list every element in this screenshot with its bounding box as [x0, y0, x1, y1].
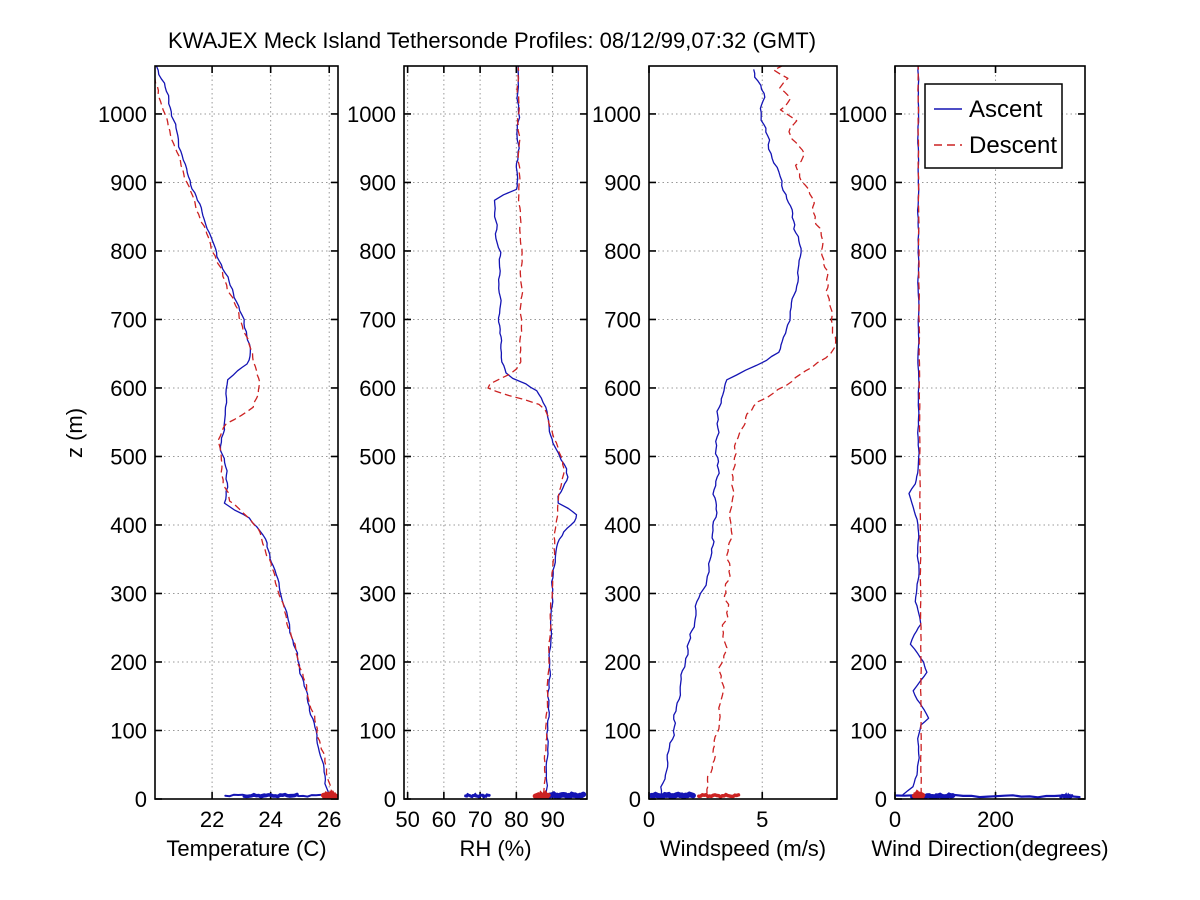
- y-tick-label: 200: [359, 650, 396, 675]
- x-tick-label: 26: [317, 807, 341, 832]
- x-tick-label: 0: [643, 807, 655, 832]
- y-tick-label: 0: [629, 787, 641, 812]
- y-tick-label: 600: [850, 376, 887, 401]
- y-tick-label: 500: [359, 444, 396, 469]
- y-tick-label: 500: [850, 444, 887, 469]
- panel-3: 0 200 0 100 200 300 400 500 600 700 800 900 1000 Wind…: [838, 65, 1109, 861]
- y-tick-label: 1000: [592, 102, 641, 127]
- panel-0: 22 24 26 0 100 200 300 400 500 600 700 800 900 1000 Te…: [98, 65, 341, 861]
- y-tick-label: 700: [359, 307, 396, 332]
- series-ascent-path: [660, 69, 802, 795]
- y-tick-label: 500: [604, 444, 641, 469]
- x-tick-label: 0: [889, 807, 901, 832]
- x-tick-label: 22: [200, 807, 224, 832]
- y-tick-label: 300: [604, 581, 641, 606]
- x-tick-label: 70: [468, 807, 492, 832]
- axes-border: [403, 65, 588, 800]
- series-ascent-path: [902, 66, 930, 796]
- y-tick-label: 200: [604, 650, 641, 675]
- y-tick-label: 900: [359, 170, 396, 195]
- y-tick-label: 800: [359, 239, 396, 264]
- ground-mark-ascent: [649, 791, 696, 799]
- chart-title: KWAJEX Meck Island Tethersonde Profiles:…: [168, 28, 816, 53]
- curves-group: [155, 66, 338, 799]
- ground-mark-descent: [320, 790, 338, 799]
- y-tick-label: 300: [850, 581, 887, 606]
- y-tick-label: 800: [850, 239, 887, 264]
- y-tick-label: 1000: [838, 102, 887, 127]
- y-tick-label: 900: [850, 170, 887, 195]
- ground-mark-descent: [532, 789, 551, 799]
- x-tick-label: 80: [504, 807, 528, 832]
- ground-mark-ascent: [1059, 792, 1074, 799]
- legend-box: [924, 83, 1063, 169]
- y-tick-label: 500: [110, 444, 147, 469]
- y-tick-label: 0: [875, 787, 887, 812]
- x-axis-label-3: Wind Direction(degrees): [871, 836, 1108, 861]
- axes-border: [894, 65, 1086, 800]
- y-tick-label: 1000: [347, 102, 396, 127]
- y-axis-label: z (m): [62, 408, 87, 458]
- ground-mark-ascent: [464, 792, 491, 799]
- y-tick-label: 800: [604, 239, 641, 264]
- x-tick-label: 90: [540, 807, 564, 832]
- y-tick-label: 200: [110, 650, 147, 675]
- curves-group: [649, 66, 837, 799]
- y-tick-label: 800: [110, 239, 147, 264]
- x-axis-label-1: RH (%): [459, 836, 531, 861]
- series-descent-path: [917, 66, 922, 795]
- x-axis-label-2: Windspeed (m/s): [660, 836, 826, 861]
- panel-1: 50 60 70 80 90010020030040050060070080090010…: [347, 65, 588, 861]
- panel-2: 0 501002003004005006007008009001000Windsp…: [592, 65, 838, 861]
- curves-group: [464, 66, 587, 799]
- legend-label-descent: Descent: [969, 132, 1057, 159]
- ground-mark-descent: [697, 792, 741, 799]
- ground-mark-ascent: [544, 791, 587, 799]
- y-tick-label: 400: [850, 513, 887, 538]
- series-descent-path: [487, 67, 565, 795]
- y-tick-label: 900: [604, 170, 641, 195]
- y-tick-label: 600: [359, 376, 396, 401]
- axes-border: [154, 65, 339, 800]
- legend-label-ascent: Ascent: [969, 96, 1043, 123]
- y-tick-label: 700: [110, 307, 147, 332]
- x-tick-label: 50: [395, 807, 419, 832]
- y-tick-label: 0: [384, 787, 396, 812]
- axes-border: [648, 65, 838, 800]
- y-tick-label: 100: [604, 718, 641, 743]
- y-tick-label: 900: [110, 170, 147, 195]
- ground-mark-ascent: [242, 792, 299, 799]
- y-tick-label: 600: [604, 376, 641, 401]
- panels-group: 22 24 2601002003004005006007008009001000Te…: [98, 65, 1109, 861]
- x-tick-label: 5: [756, 807, 768, 832]
- legend: Ascent Descent: [924, 83, 1063, 169]
- series-descent-path: [155, 76, 334, 797]
- y-tick-label: 600: [110, 376, 147, 401]
- y-tick-label: 0: [135, 787, 147, 812]
- y-tick-label: 700: [850, 307, 887, 332]
- y-tick-label: 300: [359, 581, 396, 606]
- x-tick-label: 24: [258, 807, 282, 832]
- y-tick-label: 100: [110, 718, 147, 743]
- y-tick-label: 100: [850, 718, 887, 743]
- y-tick-label: 400: [604, 513, 641, 538]
- y-tick-label: 200: [850, 650, 887, 675]
- y-tick-label: 100: [359, 718, 396, 743]
- series-ascent-path: [493, 66, 578, 794]
- x-tick-label: 60: [432, 807, 456, 832]
- y-tick-label: 1000: [98, 102, 147, 127]
- ground-mark-descent: [911, 789, 926, 799]
- series-descent-path: [706, 66, 837, 794]
- y-tick-label: 400: [110, 513, 147, 538]
- y-tick-label: 300: [110, 581, 147, 606]
- x-tick-label: 200: [977, 807, 1014, 832]
- x-axis-label-0: Temperature (C): [166, 836, 326, 861]
- series-ascent-path: [155, 66, 331, 799]
- y-tick-label: 400: [359, 513, 396, 538]
- y-tick-label: 700: [604, 307, 641, 332]
- curves-group: [895, 66, 1081, 799]
